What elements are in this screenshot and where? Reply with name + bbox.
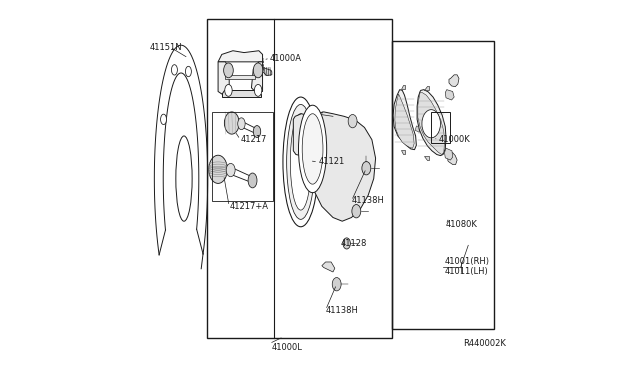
Text: 41217: 41217 [240, 135, 267, 144]
Polygon shape [252, 62, 262, 92]
Ellipse shape [291, 114, 311, 210]
Text: 41217+A: 41217+A [229, 202, 268, 211]
Polygon shape [218, 51, 262, 62]
Text: 41000A: 41000A [270, 54, 302, 62]
Polygon shape [424, 86, 429, 90]
Polygon shape [263, 67, 272, 76]
Text: R440002K: R440002K [463, 339, 506, 348]
Polygon shape [322, 262, 335, 272]
Bar [207, 19, 392, 338]
Ellipse shape [248, 173, 257, 188]
Text: 41138H: 41138H [326, 306, 358, 315]
Polygon shape [395, 94, 414, 148]
Polygon shape [448, 153, 457, 164]
Polygon shape [445, 90, 454, 100]
Polygon shape [424, 155, 429, 160]
Polygon shape [445, 148, 452, 160]
Ellipse shape [186, 66, 191, 77]
Polygon shape [293, 114, 310, 155]
Ellipse shape [302, 114, 323, 184]
Polygon shape [401, 85, 405, 89]
Bar [431, 112, 451, 143]
Ellipse shape [253, 126, 260, 137]
Ellipse shape [161, 114, 166, 125]
Ellipse shape [352, 205, 361, 218]
Ellipse shape [209, 155, 227, 183]
Ellipse shape [422, 110, 440, 138]
Ellipse shape [332, 278, 341, 291]
Ellipse shape [225, 84, 232, 96]
Ellipse shape [348, 115, 357, 128]
Ellipse shape [226, 163, 235, 177]
Ellipse shape [172, 65, 177, 75]
Text: 41000K: 41000K [438, 135, 470, 144]
Ellipse shape [176, 136, 192, 221]
Ellipse shape [362, 161, 371, 175]
Bar [212, 112, 273, 201]
Polygon shape [218, 62, 229, 95]
Polygon shape [417, 90, 446, 155]
Bar [392, 41, 494, 329]
Polygon shape [449, 75, 459, 87]
Text: 41151N: 41151N [150, 42, 182, 51]
Polygon shape [222, 90, 260, 97]
Polygon shape [415, 126, 420, 132]
Polygon shape [225, 75, 255, 78]
Text: 41121: 41121 [318, 157, 344, 166]
Ellipse shape [255, 84, 262, 96]
Ellipse shape [287, 105, 315, 219]
Ellipse shape [237, 118, 245, 130]
Text: 41128: 41128 [340, 239, 367, 248]
Ellipse shape [225, 112, 239, 134]
Text: 41000L: 41000L [272, 343, 303, 352]
Ellipse shape [253, 63, 263, 78]
Polygon shape [393, 90, 417, 150]
Polygon shape [310, 112, 376, 221]
Text: 41138H: 41138H [351, 196, 385, 205]
Text: 41080K: 41080K [446, 221, 478, 230]
Text: 41011(LH): 41011(LH) [444, 267, 488, 276]
Ellipse shape [298, 105, 326, 193]
Polygon shape [418, 93, 445, 154]
Text: 41001(RH): 41001(RH) [444, 257, 489, 266]
Ellipse shape [223, 63, 233, 78]
Polygon shape [401, 150, 405, 154]
Ellipse shape [343, 238, 350, 249]
